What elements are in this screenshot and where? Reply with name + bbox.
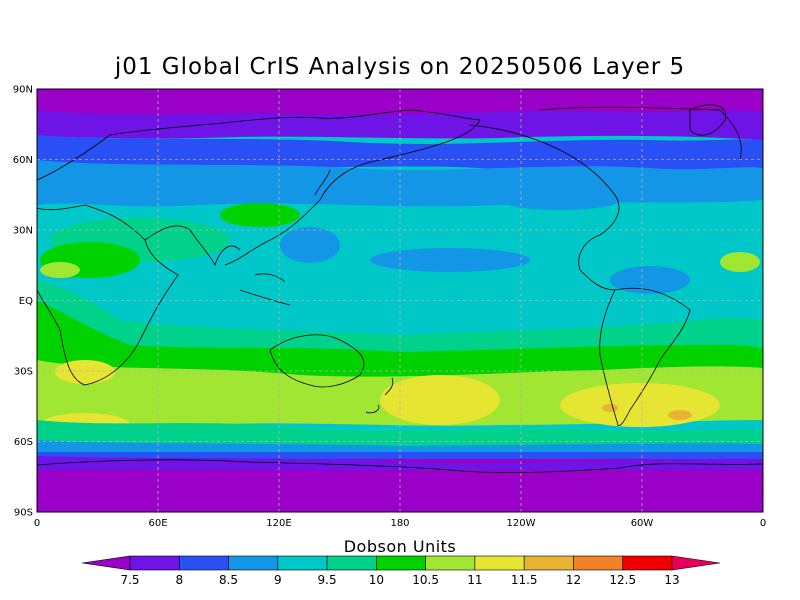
- colorbar-level-label: 9: [274, 573, 282, 587]
- lon-tick-label: 0: [760, 518, 766, 529]
- longitude-labels: 0 60E 120E 180 120W 60W 0: [34, 518, 766, 529]
- colorbar-labels: 7.5 8 8.5 9 9.5 10 10.5 11 11.5 12 12.5 13: [120, 573, 679, 587]
- colorbar-level-label: 11.5: [511, 573, 538, 587]
- colorbar-level-label: 10.5: [412, 573, 439, 587]
- colorbar-level-label: 9.5: [318, 573, 337, 587]
- colorbar-swatch: [326, 555, 377, 571]
- colorbar-swatch: [178, 555, 229, 571]
- graticule: [37, 89, 763, 512]
- latitude-labels: 90N 60N 30N EQ 30S 60S 90S: [13, 85, 33, 519]
- lat-tick-label: EQ: [19, 296, 33, 307]
- colorbar-level-label: 7.5: [120, 573, 139, 587]
- colorbar-swatch-low: [81, 555, 131, 571]
- coastlines: [37, 104, 763, 474]
- colorbar-swatch: [573, 555, 624, 571]
- lat-tick-label: 90N: [13, 85, 33, 96]
- colorbar-title: Dobson Units: [344, 537, 457, 556]
- colorbar-level-label: 13: [664, 573, 679, 587]
- lat-tick-label: 60S: [14, 437, 33, 448]
- colorbar-swatch: [376, 555, 426, 571]
- lon-tick-label: 120E: [266, 518, 291, 529]
- lon-tick-label: 60W: [631, 518, 654, 529]
- colorbar-swatch: [523, 555, 574, 571]
- lon-tick-label: 60E: [148, 518, 167, 529]
- colorbar-level-label: 10: [369, 573, 384, 587]
- colorbar: [81, 555, 721, 571]
- colorbar-level-label: 8.5: [219, 573, 238, 587]
- colorbar-level-label: 12: [566, 573, 581, 587]
- colorbar-swatch: [425, 555, 476, 571]
- lon-tick-label: 0: [34, 518, 40, 529]
- colorbar-swatch: [277, 555, 328, 571]
- lat-tick-label: 60N: [13, 155, 33, 166]
- lat-tick-label: 90S: [14, 508, 33, 519]
- colorbar-swatch: [228, 555, 279, 571]
- colorbar-swatch: [622, 555, 673, 571]
- lat-tick-label: 30S: [14, 367, 33, 378]
- colorbar-swatch: [129, 555, 180, 571]
- map-frame: [36, 88, 764, 513]
- map-title: j01 Global CrIS Analysis on 20250506 Lay…: [114, 54, 686, 80]
- colorbar-swatch: [474, 555, 525, 571]
- colorbar-level-label: 11: [467, 573, 482, 587]
- colorbar-level-label: 12.5: [609, 573, 636, 587]
- colorbar-swatch-high: [671, 555, 721, 571]
- lon-tick-label: 120W: [507, 518, 536, 529]
- lon-tick-label: 180: [390, 518, 409, 529]
- colorbar-level-label: 8: [175, 573, 183, 587]
- lat-tick-label: 30N: [13, 226, 33, 237]
